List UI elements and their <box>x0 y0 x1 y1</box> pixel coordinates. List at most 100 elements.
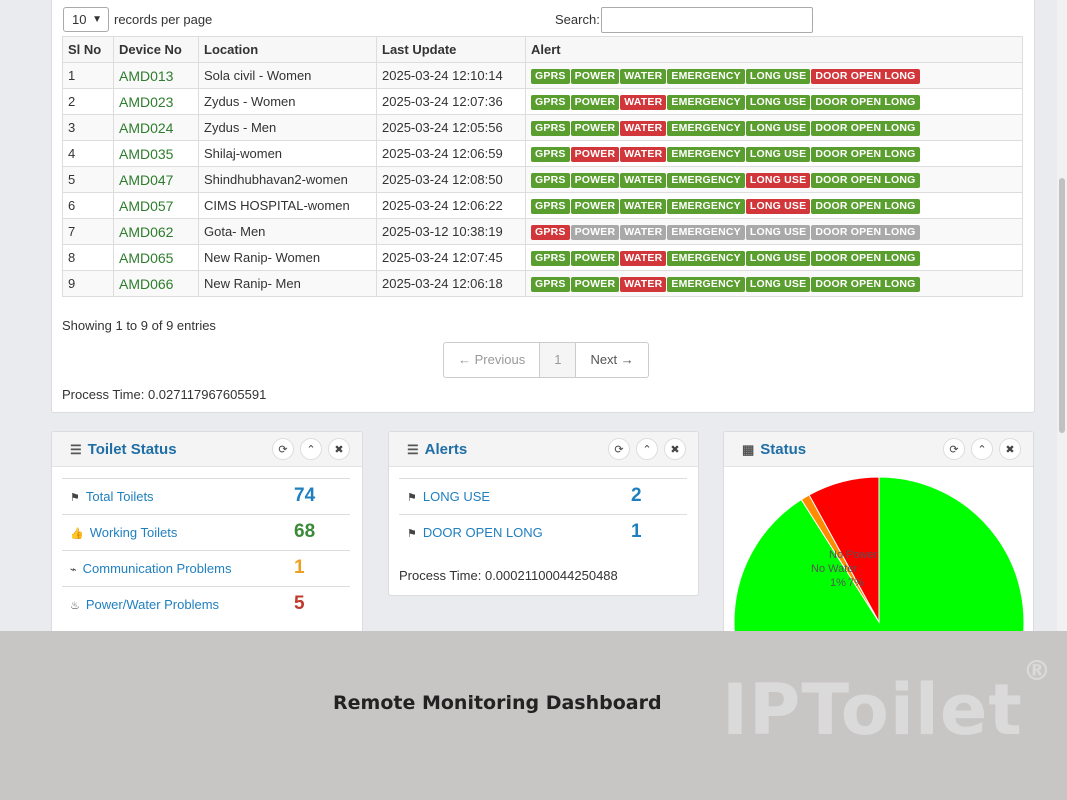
close-icon[interactable]: ✖ <box>999 438 1021 460</box>
alert-badge-gprs: GPRS <box>531 277 570 292</box>
devices-table-body: 1 AMD013 Sola civil - Women 2025-03-24 12:1… <box>62 62 1023 297</box>
alert-badge-power: POWER <box>570 173 620 188</box>
last-update-cell: 2025-03-24 12:07:36 <box>376 88 526 115</box>
location-cell: New Ranip- Women <box>198 244 377 271</box>
toilet-status-label[interactable]: ⚑ Total Toilets <box>70 489 154 504</box>
alert-badge-power: POWER <box>570 225 620 240</box>
location-cell: Shilaj-women <box>198 140 377 167</box>
alerts-item: ⚑ DOOR OPEN LONG 1 <box>399 514 687 550</box>
refresh-icon[interactable]: ⟳ <box>943 438 965 460</box>
records-per-page-select[interactable]: 10 ▼ <box>63 7 109 32</box>
scrollbar-thumb[interactable] <box>1059 178 1065 433</box>
location-cell: Zydus - Men <box>198 114 377 141</box>
alert-badge-emergency: EMERGENCY <box>667 121 745 136</box>
alert-badge-emergency: EMERGENCY <box>667 277 745 292</box>
alert-badge-power: POWER <box>570 277 620 292</box>
alert-badge-long-use: LONG USE <box>745 277 811 292</box>
toilet-status-label[interactable]: ⌁ Communication Problems <box>70 561 231 576</box>
page-1-button[interactable]: 1 <box>540 343 577 377</box>
device-no-cell[interactable]: AMD035 <box>113 140 199 167</box>
toilet-status-label[interactable]: 👍 Working Toilets <box>70 525 177 540</box>
alert-cell: GPRS POWER WATER EMERGENCY LONG USE DOOR OPEN… <box>525 218 1023 245</box>
device-no-cell[interactable]: AMD024 <box>113 114 199 141</box>
alerts-controls: ⟳ ⌃ ✖ <box>608 438 686 460</box>
device-no-cell[interactable]: AMD057 <box>113 192 199 219</box>
alerts-value: 1 <box>631 521 642 542</box>
table-row: 2 AMD023 Zydus - Women 2025-03-24 12:07:36 G… <box>62 88 1023 115</box>
device-no-cell[interactable]: AMD062 <box>113 218 199 245</box>
list-icon: ☰ <box>70 442 82 457</box>
alert-badge-long-use: LONG USE <box>745 251 811 266</box>
toilet-status-label[interactable]: ♨ Power/Water Problems <box>70 597 219 612</box>
last-update-cell: 2025-03-12 10:38:19 <box>376 218 526 245</box>
status-pie-chart: No Power No Water 1% 7% <box>733 476 1025 631</box>
alerts-label-text: DOOR OPEN LONG <box>422 525 543 540</box>
column-header-location[interactable]: Location <box>198 36 377 63</box>
flag-icon: ⚑ <box>407 492 417 504</box>
alerts-process-time: Process Time: 0.00021100044250488 <box>399 568 618 583</box>
caption-footer: Remote Monitoring Dashboard IPToilet® <box>0 631 1067 800</box>
collapse-icon[interactable]: ⌃ <box>971 438 993 460</box>
search-input[interactable] <box>601 7 813 33</box>
next-page-button[interactable]: Next → <box>590 352 634 367</box>
alert-badge-long-use: LONG USE <box>745 69 811 84</box>
sl-no-cell: 7 <box>62 218 114 245</box>
table-toolbar: 10 ▼ records per page Search: <box>62 4 1022 34</box>
registered-mark: ® <box>1022 653 1052 687</box>
last-update-cell: 2025-03-24 12:07:45 <box>376 244 526 271</box>
footer-title: Remote Monitoring Dashboard <box>333 692 662 714</box>
alert-badge-emergency: EMERGENCY <box>667 95 745 110</box>
alert-badge-power: POWER <box>570 251 620 266</box>
alert-badge-emergency: EMERGENCY <box>667 147 745 162</box>
grid-icon: ▦ <box>742 442 755 457</box>
column-header-alert[interactable]: Alert <box>525 36 1023 63</box>
location-cell: CIMS HOSPITAL-women <box>198 192 377 219</box>
brand-watermark: IPToilet® <box>722 654 1052 751</box>
column-header-sl-no[interactable]: Sl No <box>62 36 114 63</box>
alerts-label[interactable]: ⚑ LONG USE <box>407 489 490 504</box>
status-controls: ⟳ ⌃ ✖ <box>943 438 1021 460</box>
collapse-icon[interactable]: ⌃ <box>300 438 322 460</box>
list-icon: ☰ <box>407 442 419 457</box>
alert-badge-long-use: LONG USE <box>745 173 811 188</box>
previous-page-button[interactable]: ← Previous <box>444 343 541 377</box>
alert-badge-gprs: GPRS <box>531 173 570 188</box>
device-no-cell[interactable]: AMD013 <box>113 62 199 89</box>
close-icon[interactable]: ✖ <box>664 438 686 460</box>
device-no-cell[interactable]: AMD065 <box>113 244 199 271</box>
toilet-status-item: 👍 Working Toilets 68 <box>62 514 350 550</box>
sl-no-cell: 9 <box>62 270 114 297</box>
alert-badge-water: WATER <box>620 121 667 136</box>
toilet-status-value: 5 <box>294 593 305 614</box>
alert-badge-long-use: LONG USE <box>745 225 811 240</box>
close-icon[interactable]: ✖ <box>328 438 350 460</box>
toilet-status-item: ⌁ Communication Problems 1 <box>62 550 350 586</box>
alert-badge-door-open-long: DOOR OPEN LONG <box>811 251 920 266</box>
device-no-cell[interactable]: AMD023 <box>113 88 199 115</box>
collapse-icon[interactable]: ⌃ <box>636 438 658 460</box>
column-header-last-update[interactable]: Last Update <box>376 36 526 63</box>
toilet-status-item: ♨ Power/Water Problems 5 <box>62 586 350 622</box>
table-row: 8 AMD065 New Ranip- Women 2025-03-24 12:07:… <box>62 244 1023 271</box>
refresh-icon[interactable]: ⟳ <box>608 438 630 460</box>
device-no-cell[interactable]: AMD047 <box>113 166 199 193</box>
alerts-label[interactable]: ⚑ DOOR OPEN LONG <box>407 525 543 540</box>
toilet-status-title: Toilet Status <box>87 441 177 458</box>
table-info: Showing 1 to 9 of 9 entries <box>62 318 216 333</box>
refresh-icon[interactable]: ⟳ <box>272 438 294 460</box>
column-header-device-no[interactable]: Device No <box>113 36 199 63</box>
table-process-time: Process Time: 0.027117967605591 <box>62 387 267 402</box>
search-label: Search: <box>555 12 600 27</box>
sl-no-cell: 4 <box>62 140 114 167</box>
page-scrollbar[interactable] <box>1057 0 1067 631</box>
location-cell: Shindhubhavan2-women <box>198 166 377 193</box>
alert-badge-gprs: GPRS <box>531 121 570 136</box>
alert-badge-gprs: GPRS <box>531 95 570 110</box>
records-per-page-value: 10 <box>72 12 87 27</box>
device-no-cell[interactable]: AMD066 <box>113 270 199 297</box>
toilet-status-header: ☰ Toilet Status ⟳ ⌃ ✖ <box>52 432 362 467</box>
toilet-status-label-text: Total Toilets <box>85 489 154 504</box>
devices-table: Sl No Device No Location Last Update Ale… <box>62 36 1023 297</box>
last-update-cell: 2025-03-24 12:06:59 <box>376 140 526 167</box>
alert-cell: GPRS POWER WATER EMERGENCY LONG USE DOOR OPEN… <box>525 270 1023 297</box>
